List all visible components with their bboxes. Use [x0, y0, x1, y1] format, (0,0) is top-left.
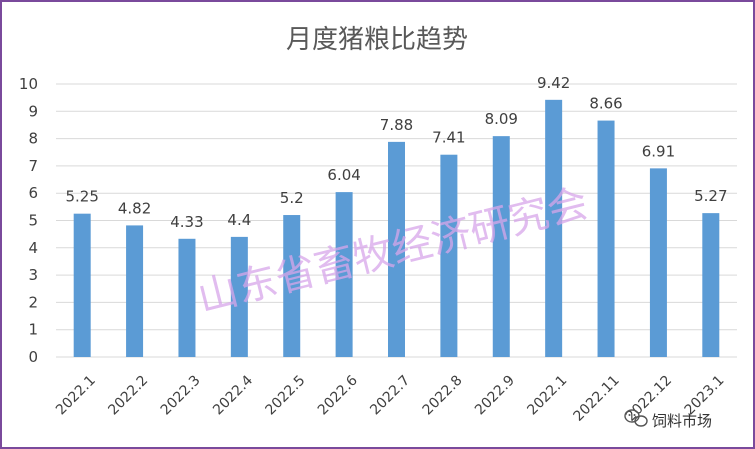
- bar: [73, 213, 91, 357]
- x-tick-label: 2022.4: [210, 372, 256, 418]
- data-label: 4.33: [170, 213, 203, 231]
- data-label: 5.27: [694, 187, 727, 205]
- data-label: 7.41: [432, 129, 465, 147]
- data-label: 8.66: [589, 95, 622, 113]
- bar: [178, 238, 196, 357]
- y-tick-label: 3: [28, 266, 38, 284]
- data-label: 9.42: [537, 74, 570, 92]
- x-tick-label: 2022.11: [571, 372, 623, 424]
- data-label: 8.09: [485, 110, 518, 128]
- y-tick-label: 6: [28, 184, 38, 202]
- y-tick-label: 0: [28, 348, 38, 366]
- bar: [597, 120, 615, 357]
- bar: [702, 213, 720, 357]
- wechat-icon: [624, 409, 648, 427]
- y-tick-label: 2: [28, 293, 38, 311]
- brand-badge: 饲料市场: [624, 409, 712, 430]
- data-label: 4.4: [227, 211, 251, 229]
- x-tick-label: 2022.6: [315, 372, 361, 418]
- bar: [283, 215, 301, 357]
- bar: [545, 99, 563, 358]
- bar: [492, 136, 510, 357]
- bar: [230, 236, 248, 357]
- x-tick-label: 2022.3: [158, 372, 204, 418]
- data-label: 4.82: [118, 199, 151, 217]
- x-tick-label: 2022.7: [367, 372, 413, 418]
- data-label: 7.88: [380, 116, 413, 134]
- bar: [388, 141, 405, 357]
- y-tick-label: 8: [28, 130, 38, 148]
- x-tick-label: 2022.1: [524, 372, 570, 418]
- x-tick-label: 2022.8: [420, 372, 466, 418]
- chart-title: 月度猪粮比趋势: [286, 25, 468, 55]
- bar: [649, 168, 667, 357]
- y-tick-label: 10: [19, 75, 38, 93]
- brand-label: 饲料市场: [652, 412, 712, 430]
- y-tick-label: 4: [28, 239, 38, 257]
- y-tick-label: 9: [28, 102, 38, 120]
- y-tick-label: 5: [28, 212, 38, 230]
- data-label: 6.04: [327, 166, 360, 184]
- bars: [73, 99, 720, 358]
- y-tick-label: 7: [28, 157, 38, 175]
- bar: [126, 225, 144, 357]
- data-labels: 5.25 4.82 4.33 4.4 5.2 6.04 7.88 7.41 8.09 9.42 8.…: [65, 74, 727, 231]
- bar: [440, 154, 458, 357]
- x-tick-label: 2022.1: [53, 372, 99, 418]
- bar: [335, 192, 353, 357]
- x-axis-ticks: 2022.1 2022.2 2022.3 2022.4 2022.5 2022.6 2022…: [53, 372, 728, 424]
- y-axis-ticks: 0 1 2 3 4 5 6 7 8 9 10: [19, 75, 38, 366]
- x-tick-label: 2022.9: [472, 372, 518, 418]
- data-label: 5.25: [65, 188, 98, 206]
- x-tick-label: 2022.5: [263, 372, 309, 418]
- data-label: 5.2: [280, 189, 304, 207]
- y-tick-label: 1: [28, 321, 38, 339]
- data-label: 6.91: [642, 142, 675, 160]
- x-tick-label: 2022.2: [105, 372, 151, 418]
